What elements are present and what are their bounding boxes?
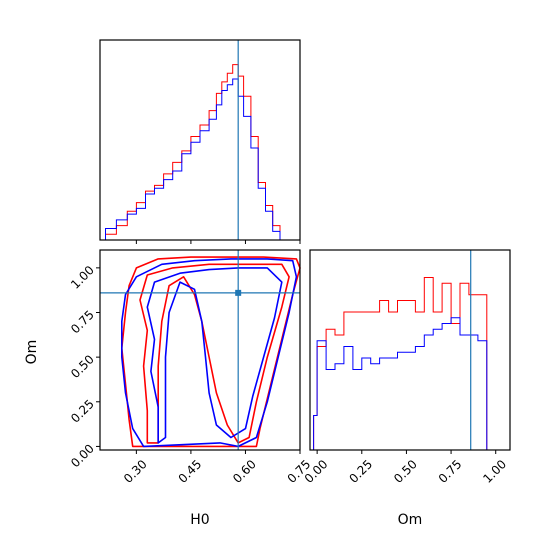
contour-1-level-0	[121, 258, 298, 448]
contour-truth-marker	[235, 289, 242, 296]
om-hist-xtick-label-1: 0.25	[346, 457, 375, 486]
om-hist-series-1	[313, 317, 510, 451]
om-histogram-panel: 0.00 0.25 0.50 0.75 1.00	[302, 249, 511, 486]
x-axis-label-h0: H0	[190, 512, 209, 528]
om-hist-series-0	[313, 277, 510, 451]
om-hist-xtick-label-4: 1.00	[480, 457, 509, 486]
h0-hist-series-1	[105, 78, 288, 241]
contour-xtick-label-2: 0.60	[230, 457, 259, 486]
contour-xtick-label-0: 0.30	[121, 457, 150, 486]
om-frame	[309, 249, 511, 451]
contour-xtick-label-1: 0.45	[176, 457, 205, 486]
contour-ytick-label-0: 0.00	[68, 441, 97, 470]
h0-histogram-panel	[99, 39, 301, 244]
contour-frame	[99, 249, 301, 451]
y-axis-label-om: Om	[24, 340, 40, 365]
contour-0-level-0	[121, 256, 301, 448]
contour-1-level-1	[146, 267, 283, 444]
contour-ytick-label-2: 0.50	[68, 352, 97, 381]
h0-frame	[99, 39, 301, 241]
om-hist-xtick-label-3: 0.75	[436, 457, 465, 486]
contour-ytick-label-1: 0.25	[68, 397, 97, 426]
contour-ytick-label-3: 0.75	[68, 308, 97, 337]
x-axis-label-om: Om	[398, 512, 423, 528]
h0-om-contour-panel: 0.30 0.45 0.60 0.750.000.250.500.751.00	[68, 249, 313, 486]
om-hist-xtick-label-2: 0.50	[391, 457, 420, 486]
contour-ytick-label-4: 1.00	[68, 263, 97, 292]
contour-0-level-1	[139, 263, 290, 444]
